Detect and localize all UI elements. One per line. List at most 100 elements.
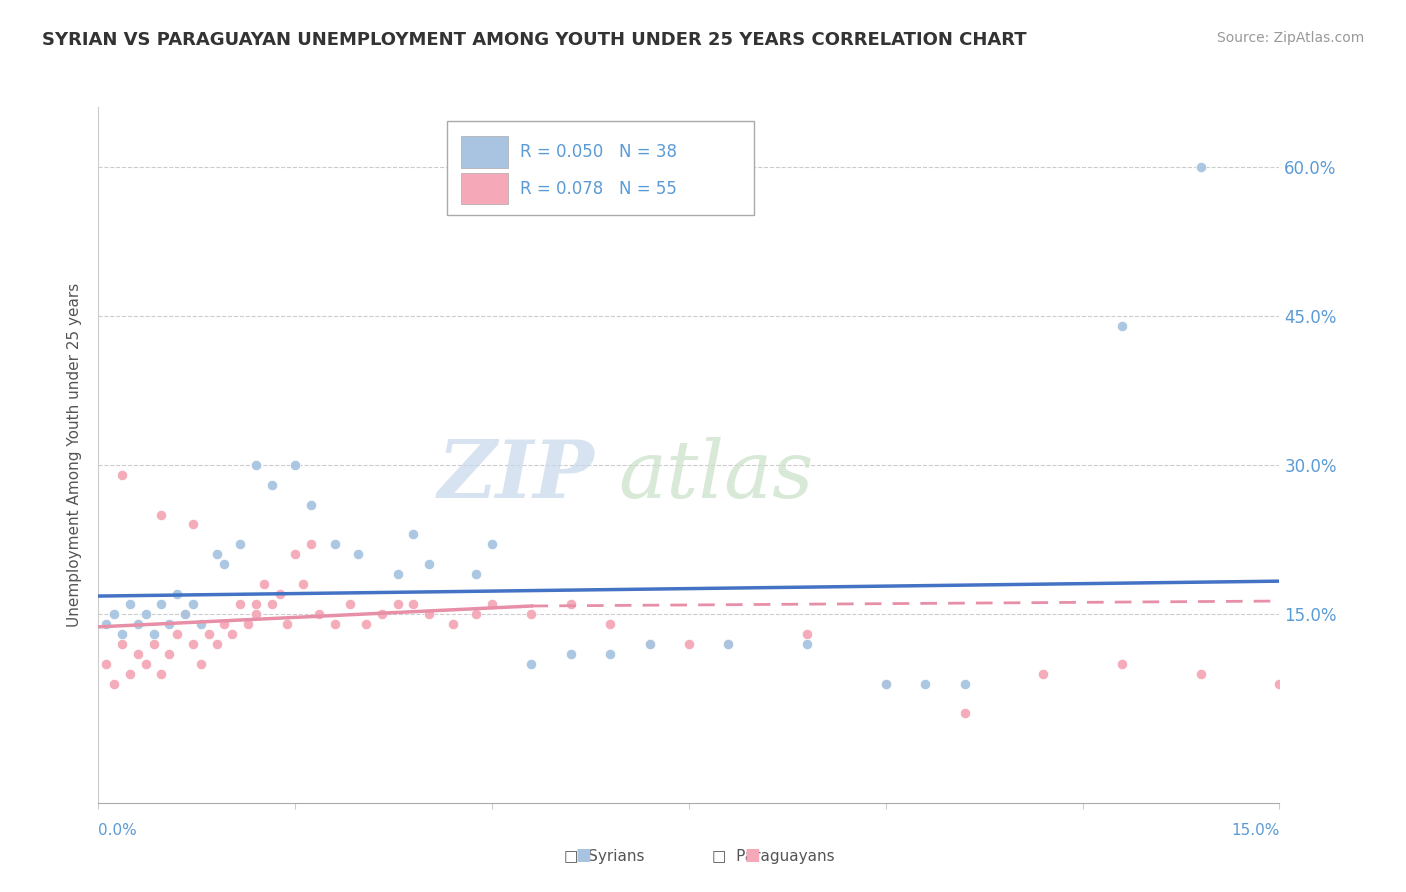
Point xyxy=(678,637,700,651)
Point xyxy=(875,676,897,690)
Point xyxy=(953,676,976,690)
Point xyxy=(190,616,212,631)
Point xyxy=(1189,666,1212,681)
Point xyxy=(402,527,425,541)
Point xyxy=(174,607,197,621)
Point xyxy=(214,558,236,572)
Point xyxy=(796,637,818,651)
Text: ■: ■ xyxy=(744,847,761,864)
Point xyxy=(190,657,212,671)
Point xyxy=(599,647,621,661)
FancyBboxPatch shape xyxy=(461,173,508,204)
Point xyxy=(284,458,307,472)
Point xyxy=(354,616,377,631)
Point xyxy=(520,607,543,621)
Point xyxy=(418,607,440,621)
Point xyxy=(323,616,346,631)
Point xyxy=(560,647,582,661)
Point xyxy=(150,597,173,611)
Y-axis label: Unemployment Among Youth under 25 years: Unemployment Among Youth under 25 years xyxy=(67,283,83,627)
Text: R = 0.050   N = 38: R = 0.050 N = 38 xyxy=(520,144,678,161)
Point xyxy=(111,627,134,641)
Point xyxy=(197,627,219,641)
Point xyxy=(387,597,409,611)
Point xyxy=(135,657,157,671)
Point xyxy=(253,577,276,591)
Point xyxy=(481,537,503,551)
Text: R = 0.078   N = 55: R = 0.078 N = 55 xyxy=(520,180,676,198)
Point xyxy=(181,637,204,651)
Point xyxy=(118,666,141,681)
Point xyxy=(276,616,298,631)
Point xyxy=(205,637,228,651)
Point xyxy=(299,537,322,551)
Text: ZIP: ZIP xyxy=(437,437,595,515)
FancyBboxPatch shape xyxy=(447,121,754,215)
Point xyxy=(371,607,394,621)
Point xyxy=(914,676,936,690)
FancyBboxPatch shape xyxy=(461,136,508,168)
Point xyxy=(214,616,236,631)
Point xyxy=(174,607,197,621)
Point xyxy=(103,607,125,621)
Point xyxy=(118,597,141,611)
Point xyxy=(157,647,180,661)
Point xyxy=(875,676,897,690)
Point xyxy=(111,467,134,482)
Point xyxy=(465,567,488,582)
Point xyxy=(560,597,582,611)
Point xyxy=(347,547,370,561)
Point xyxy=(953,706,976,721)
Point xyxy=(181,517,204,532)
Point xyxy=(1111,318,1133,333)
Text: ■: ■ xyxy=(575,847,592,864)
Point xyxy=(292,577,315,591)
Point xyxy=(717,637,740,651)
Point xyxy=(1111,657,1133,671)
Point xyxy=(166,587,188,601)
Point xyxy=(150,508,173,522)
Point xyxy=(96,657,118,671)
Point xyxy=(402,597,425,611)
Point xyxy=(260,597,283,611)
Point xyxy=(245,597,267,611)
Point xyxy=(142,637,165,651)
Point xyxy=(135,607,157,621)
Point xyxy=(96,616,118,631)
Text: SYRIAN VS PARAGUAYAN UNEMPLOYMENT AMONG YOUTH UNDER 25 YEARS CORRELATION CHART: SYRIAN VS PARAGUAYAN UNEMPLOYMENT AMONG … xyxy=(42,31,1026,49)
Point xyxy=(229,597,252,611)
Point xyxy=(205,547,228,561)
Point xyxy=(127,616,149,631)
Text: □  Paraguayans: □ Paraguayans xyxy=(711,849,835,863)
Point xyxy=(142,627,165,641)
Point xyxy=(308,607,330,621)
Point xyxy=(157,616,180,631)
Point xyxy=(481,597,503,611)
Point xyxy=(717,637,740,651)
Point xyxy=(339,597,361,611)
Point xyxy=(236,616,259,631)
Point xyxy=(599,616,621,631)
Point xyxy=(229,537,252,551)
Point xyxy=(638,637,661,651)
Point xyxy=(1189,160,1212,174)
Text: 15.0%: 15.0% xyxy=(1232,822,1279,838)
Text: 0.0%: 0.0% xyxy=(98,822,138,838)
Point xyxy=(796,627,818,641)
Text: Source: ZipAtlas.com: Source: ZipAtlas.com xyxy=(1216,31,1364,45)
Point xyxy=(260,477,283,491)
Point xyxy=(245,607,267,621)
Point xyxy=(387,567,409,582)
Point xyxy=(127,647,149,661)
Point xyxy=(1032,666,1054,681)
Point xyxy=(269,587,291,601)
Text: □  Syrians: □ Syrians xyxy=(564,849,645,863)
Point xyxy=(299,498,322,512)
Point xyxy=(520,657,543,671)
Point xyxy=(284,547,307,561)
Point xyxy=(418,558,440,572)
Point xyxy=(150,666,173,681)
Point xyxy=(111,637,134,651)
Point xyxy=(323,537,346,551)
Point xyxy=(166,627,188,641)
